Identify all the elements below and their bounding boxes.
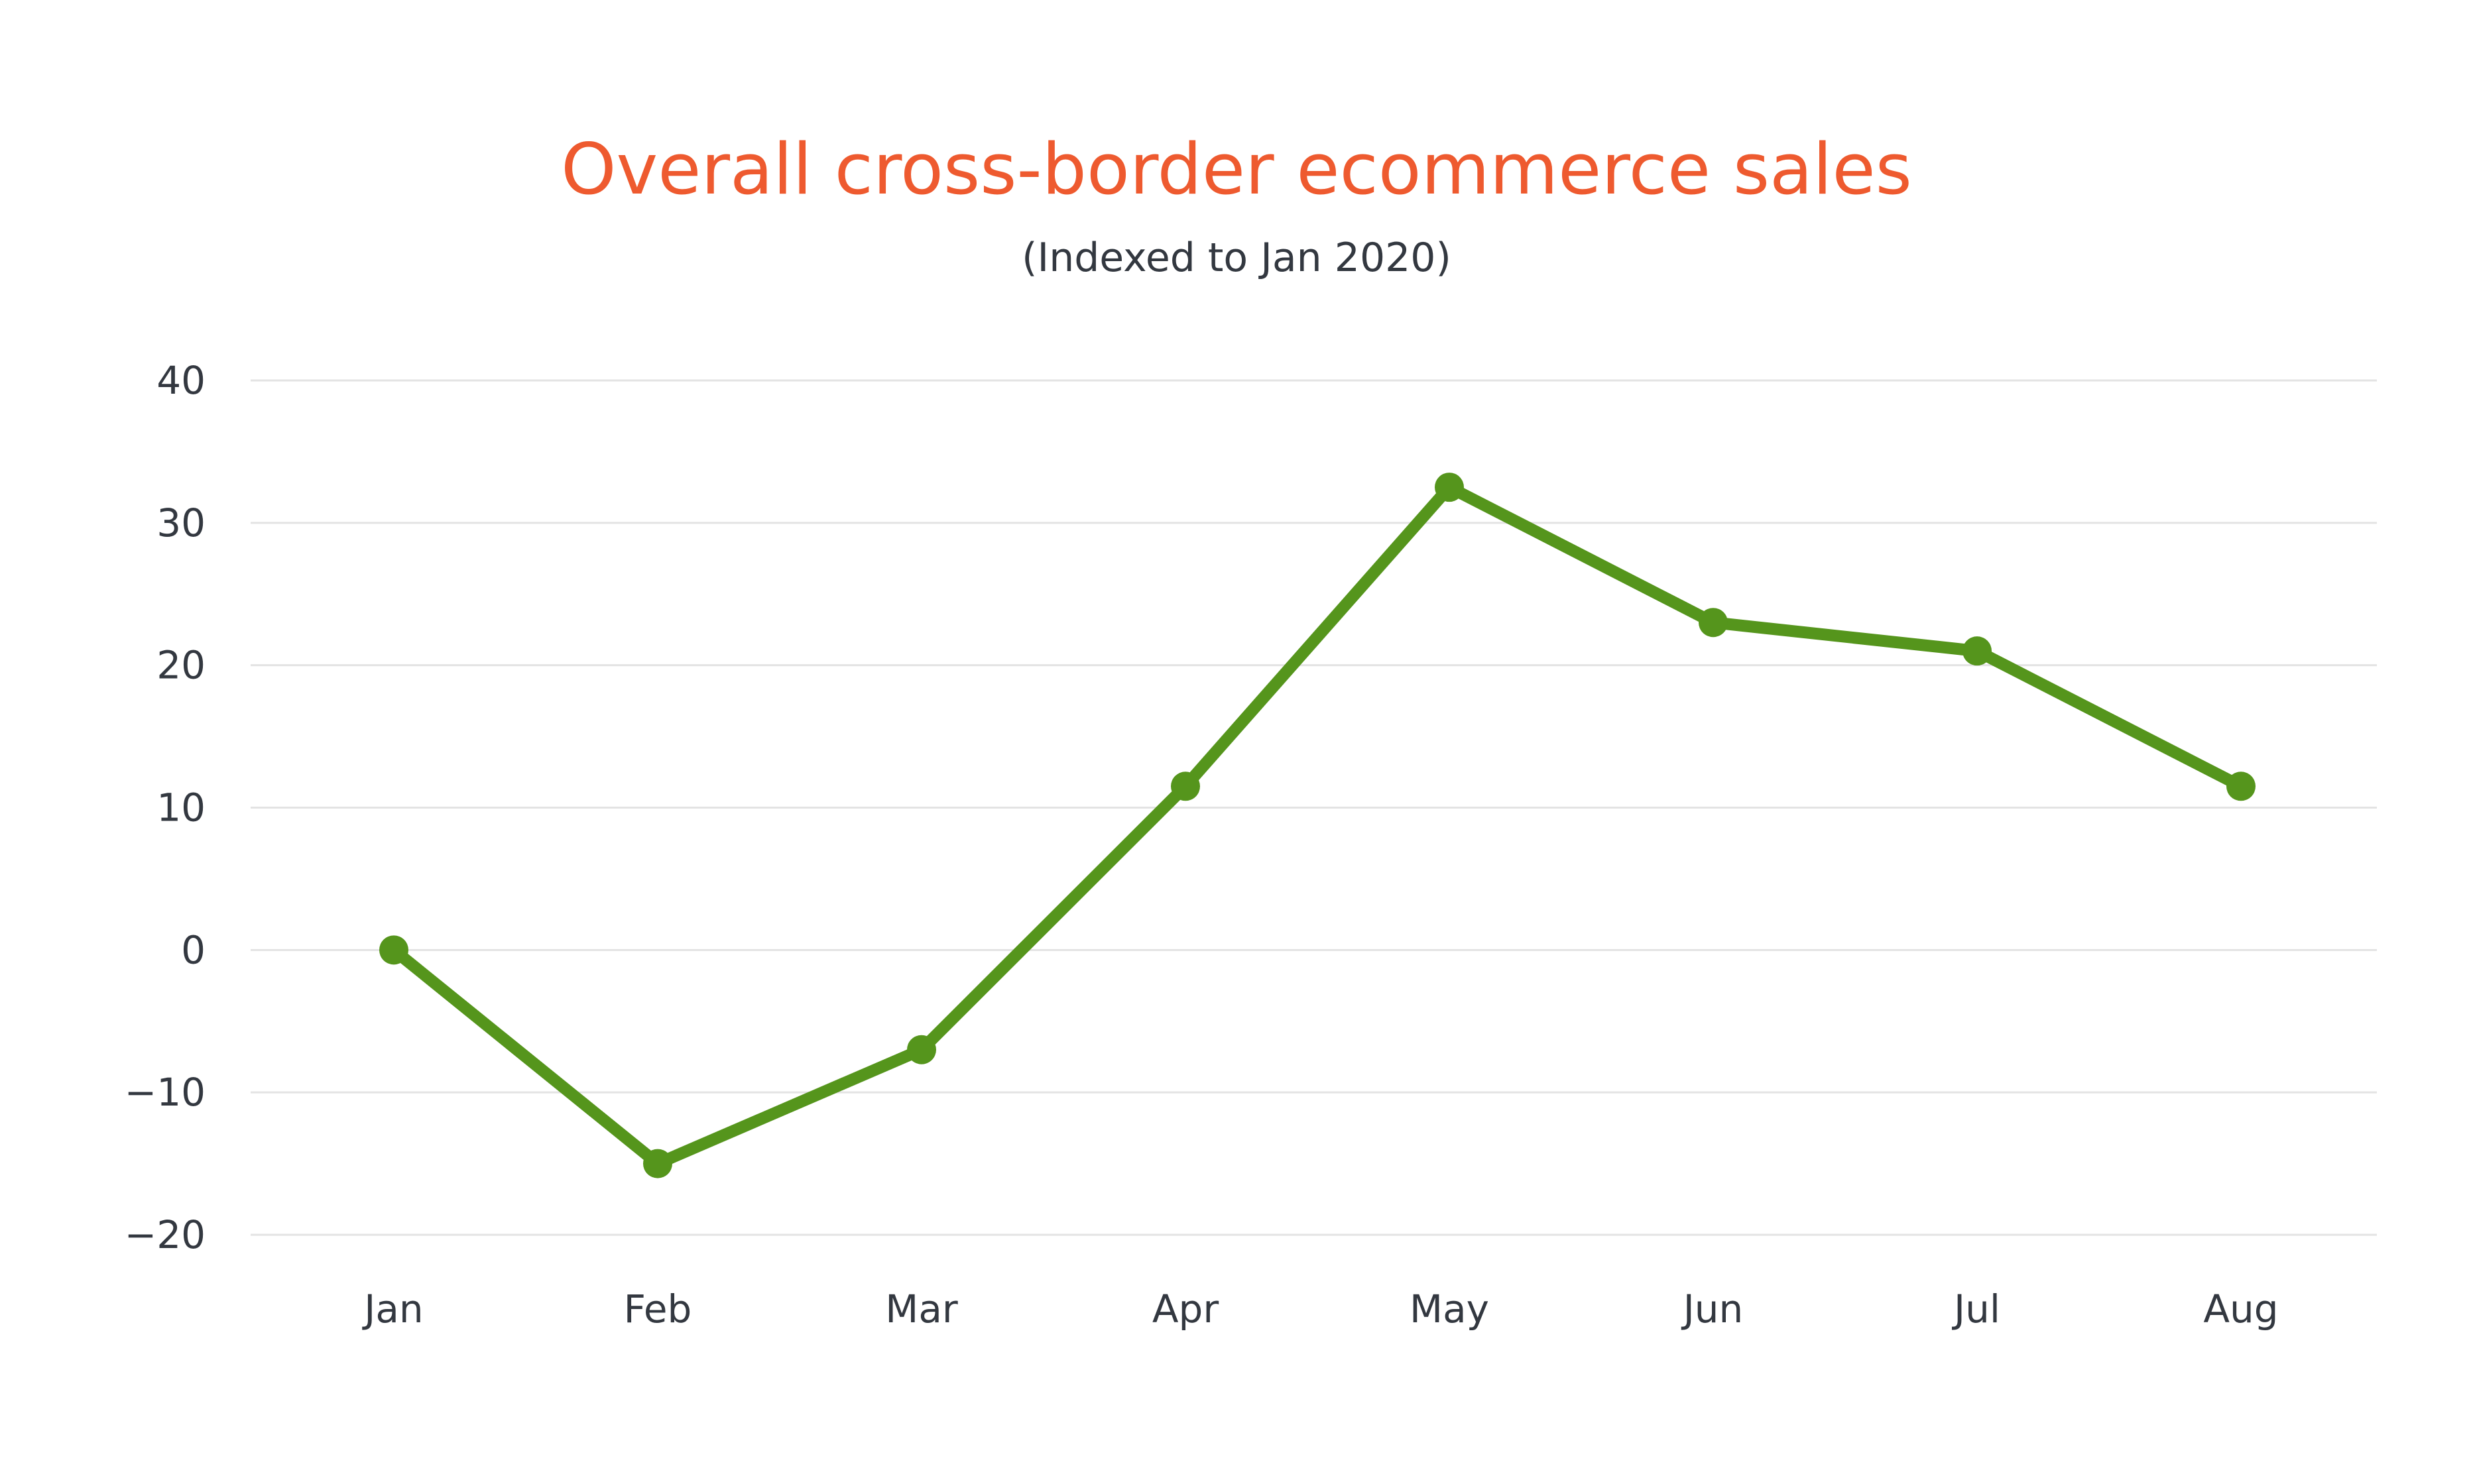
data-point — [1699, 608, 1728, 638]
chart-title: Overall cross-border ecommerce sales — [561, 129, 1912, 210]
data-point — [1962, 636, 1992, 666]
x-tick-label: Feb — [624, 1286, 692, 1332]
y-tick-label: 40 — [156, 358, 206, 403]
x-tick-label: Jan — [362, 1286, 423, 1332]
data-point — [907, 1035, 936, 1064]
y-axis-tick-labels: 40 30 20 10 0 −10 −20 — [125, 358, 206, 1257]
x-tick-label: Jun — [1681, 1286, 1744, 1332]
x-tick-label: May — [1410, 1286, 1489, 1332]
x-tick-label: Apr — [1152, 1286, 1219, 1332]
y-tick-label: −20 — [125, 1212, 206, 1257]
y-tick-label: 20 — [156, 643, 206, 688]
series-points-group — [379, 473, 2256, 1178]
x-tick-label: Aug — [2203, 1286, 2278, 1332]
y-tick-label: 30 — [156, 500, 206, 545]
series-line-group — [388, 481, 2247, 1170]
y-tick-label: −10 — [125, 1070, 206, 1115]
x-tick-label: Jul — [1952, 1286, 2000, 1332]
data-point — [1435, 473, 1464, 502]
data-point — [379, 935, 408, 965]
x-axis-tick-labels: Jan Feb Mar Apr May Jun Jul Aug — [362, 1286, 2278, 1332]
grid-lines — [251, 379, 2377, 1236]
data-point — [2226, 771, 2256, 801]
y-tick-label: 10 — [156, 785, 206, 830]
x-tick-label: Mar — [885, 1286, 958, 1332]
data-point — [643, 1149, 672, 1178]
chart-subtitle: (Indexed to Jan 2020) — [1022, 235, 1451, 281]
data-point — [1171, 771, 1200, 801]
series-line — [388, 481, 2247, 1170]
y-tick-label: 0 — [181, 927, 206, 972]
